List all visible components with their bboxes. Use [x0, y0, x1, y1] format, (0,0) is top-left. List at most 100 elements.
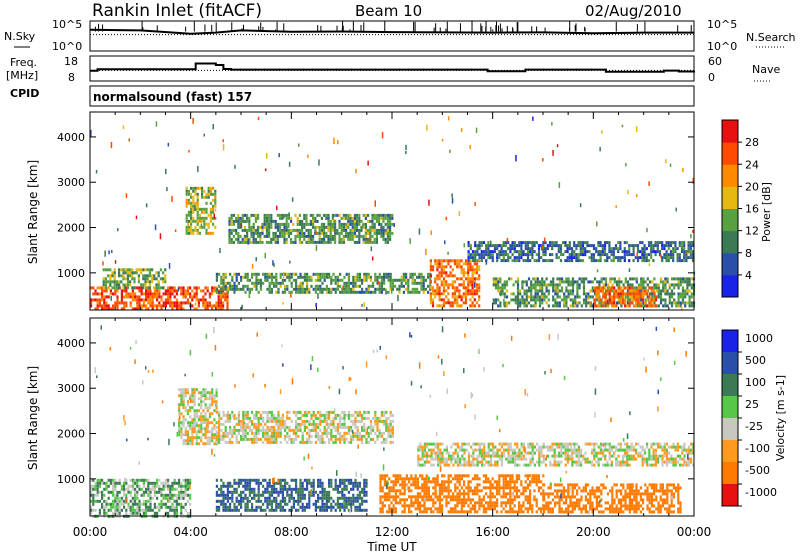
heatmap-cell	[536, 280, 539, 284]
heatmap-cell	[193, 436, 196, 440]
heatmap-cell	[197, 165, 199, 173]
heatmap-cell	[268, 490, 271, 494]
heatmap-cell	[306, 478, 309, 482]
heatmap-cell	[634, 244, 637, 248]
heatmap-cell	[270, 216, 273, 220]
heatmap-cell	[690, 286, 693, 290]
heatmap-cell	[389, 272, 392, 276]
heatmap-cell	[659, 295, 663, 299]
heatmap-cell	[301, 481, 304, 485]
heatmap-cell	[475, 262, 479, 266]
heatmap-cell	[368, 237, 371, 243]
range-tick-label: 1000	[57, 267, 85, 280]
heatmap-cell	[104, 286, 107, 290]
heatmap-cell	[167, 505, 170, 509]
heatmap-cell	[315, 245, 318, 251]
heatmap-cell	[303, 413, 306, 417]
heatmap-cell	[288, 496, 291, 500]
heatmap-cell	[214, 216, 217, 220]
heatmap-cell	[668, 301, 671, 305]
heatmap-cell	[191, 304, 194, 308]
heatmap-cell	[391, 425, 394, 429]
heatmap-cell	[525, 292, 528, 296]
heatmap-cell	[599, 146, 601, 152]
heatmap-cell	[204, 442, 207, 446]
heatmap-cell	[369, 231, 372, 235]
heatmap-cell	[363, 490, 366, 494]
heatmap-cell	[382, 231, 385, 235]
heatmap-cell	[112, 493, 115, 497]
heatmap-cell	[201, 186, 204, 190]
heatmap-cell	[334, 228, 337, 232]
heatmap-cell	[339, 416, 342, 420]
heatmap-cell	[317, 275, 320, 279]
heatmap-cell	[361, 290, 364, 294]
heatmap-cell	[276, 237, 279, 241]
heatmap-cell	[365, 290, 368, 294]
heatmap-cell	[136, 493, 139, 497]
heatmap-cell	[317, 422, 320, 426]
heatmap-cell	[303, 216, 306, 220]
heatmap-cell	[336, 422, 339, 426]
heatmap-cell	[535, 259, 538, 263]
heatmap-cell	[222, 434, 225, 438]
heatmap-cell	[340, 240, 343, 244]
heatmap-cell	[364, 213, 367, 217]
heatmap-cell	[347, 496, 350, 500]
heatmap-cell	[207, 195, 210, 199]
heatmap-cell	[194, 192, 197, 196]
heatmap-cell	[365, 437, 368, 441]
heatmap-cell	[474, 241, 477, 245]
heatmap-cell	[206, 427, 209, 431]
heatmap-cell	[235, 278, 238, 282]
heatmap-cell	[233, 281, 236, 285]
heatmap-cell	[268, 216, 271, 220]
heatmap-cell	[623, 250, 626, 254]
heatmap-cell	[402, 275, 405, 279]
heatmap-cell	[98, 508, 101, 512]
heatmap-cell	[558, 182, 561, 188]
heatmap-cell	[314, 508, 317, 512]
heatmap-cell	[242, 413, 245, 417]
heatmap-cell	[257, 410, 260, 414]
heatmap-cell	[222, 422, 225, 426]
heatmap-cell	[372, 416, 375, 420]
heatmap-cell	[264, 428, 267, 432]
heatmap-cell	[259, 278, 262, 282]
heatmap-cell	[98, 481, 101, 485]
heatmap-cell	[218, 416, 221, 420]
heatmap-cell	[180, 487, 183, 491]
heatmap-cell	[215, 437, 218, 441]
heatmap-cell	[327, 237, 330, 241]
heatmap-cell	[347, 416, 350, 420]
heatmap-cell	[273, 428, 276, 432]
heatmap-cell	[380, 228, 383, 232]
heatmap-cell	[240, 437, 243, 441]
heatmap-cell	[244, 478, 247, 482]
heatmap-cell	[247, 238, 249, 245]
heatmap-cell	[571, 292, 575, 296]
heatmap-cell	[667, 253, 670, 257]
heatmap-cell	[558, 277, 561, 281]
heatmap-cell	[389, 284, 392, 288]
heatmap-cell	[125, 478, 128, 482]
heatmap-cell	[672, 250, 675, 254]
heatmap-cell	[92, 478, 95, 482]
heatmap-cell	[345, 225, 348, 229]
heatmap-cell	[257, 425, 260, 429]
heatmap-cell	[532, 116, 534, 121]
heatmap-cell	[270, 240, 273, 244]
heatmap-cell	[380, 413, 383, 417]
heatmap-cell	[116, 502, 119, 506]
heatmap-cell	[159, 286, 162, 290]
heatmap-cell	[182, 418, 185, 422]
heatmap-cell	[230, 222, 233, 226]
heatmap-cell	[164, 502, 167, 506]
heatmap-cell	[405, 151, 407, 155]
heatmap-cell	[615, 301, 619, 305]
heatmap-cell	[180, 436, 183, 440]
heatmap-cell	[677, 292, 680, 296]
heatmap-cell	[375, 213, 378, 217]
heatmap-cell	[596, 280, 599, 284]
heatmap-cell	[235, 422, 238, 426]
